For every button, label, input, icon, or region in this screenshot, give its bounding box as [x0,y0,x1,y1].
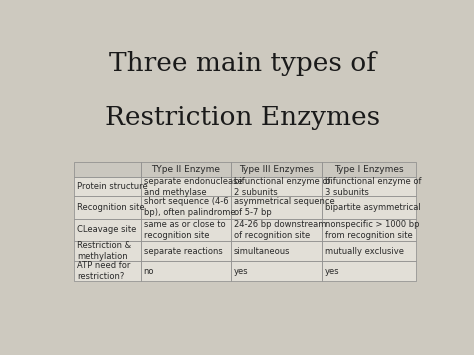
Text: no: no [144,267,154,276]
Text: yes: yes [234,267,249,276]
Bar [141,219,231,241]
Text: bifunctional enzyme of
2 subunits: bifunctional enzyme of 2 subunits [234,177,330,197]
Text: asymmetrical sequence
of 5-7 bp: asymmetrical sequence of 5-7 bp [234,197,335,217]
Bar [322,162,416,178]
Bar [141,261,231,281]
Text: 24-26 bp downstream
of recognition site: 24-26 bp downstream of recognition site [234,220,327,240]
Text: separate endonuclease
and methylase: separate endonuclease and methylase [144,177,242,197]
Bar [141,162,231,178]
Text: Recognition site: Recognition site [77,203,145,212]
Bar [231,261,322,281]
Bar [231,196,322,219]
Text: Restriction Enzymes: Restriction Enzymes [105,105,381,131]
Bar [141,178,231,196]
Text: yes: yes [325,267,339,276]
Bar [322,261,416,281]
Bar [231,241,322,261]
Bar [74,162,141,178]
Text: Type I Enzymes: Type I Enzymes [334,165,403,174]
Bar [141,241,231,261]
Bar [322,178,416,196]
Text: Protein structure: Protein structure [77,182,147,191]
Text: short sequence (4-6
bp), often palindrome: short sequence (4-6 bp), often palindrom… [144,197,235,217]
Bar [231,219,322,241]
Text: nonspecific > 1000 bp
from recognition site: nonspecific > 1000 bp from recognition s… [325,220,419,240]
Bar [322,241,416,261]
Bar [322,196,416,219]
Text: same as or close to
recognition site: same as or close to recognition site [144,220,225,240]
Bar [141,196,231,219]
Text: simultaneous: simultaneous [234,247,291,256]
Text: Type III Enzymes: Type III Enzymes [239,165,314,174]
Bar [231,178,322,196]
Bar [74,219,141,241]
Text: mutually exclusive: mutually exclusive [325,247,403,256]
Bar [74,241,141,261]
Text: TYpe II Enzyme: TYpe II Enzyme [151,165,220,174]
Bar [74,178,141,196]
Text: bipartite asymmetrical: bipartite asymmetrical [325,203,420,212]
Bar [231,162,322,178]
Bar [322,219,416,241]
Text: Three main types of: Three main types of [109,51,376,76]
Bar [74,261,141,281]
Text: bifunctional enzyme of
3 subunits: bifunctional enzyme of 3 subunits [325,177,421,197]
Text: separate reactions: separate reactions [144,247,222,256]
Text: CLeavage site: CLeavage site [77,225,136,235]
Bar [74,196,141,219]
Text: ATP need for
restriction?: ATP need for restriction? [77,261,130,281]
Text: Restriction &
methylation: Restriction & methylation [77,241,131,261]
